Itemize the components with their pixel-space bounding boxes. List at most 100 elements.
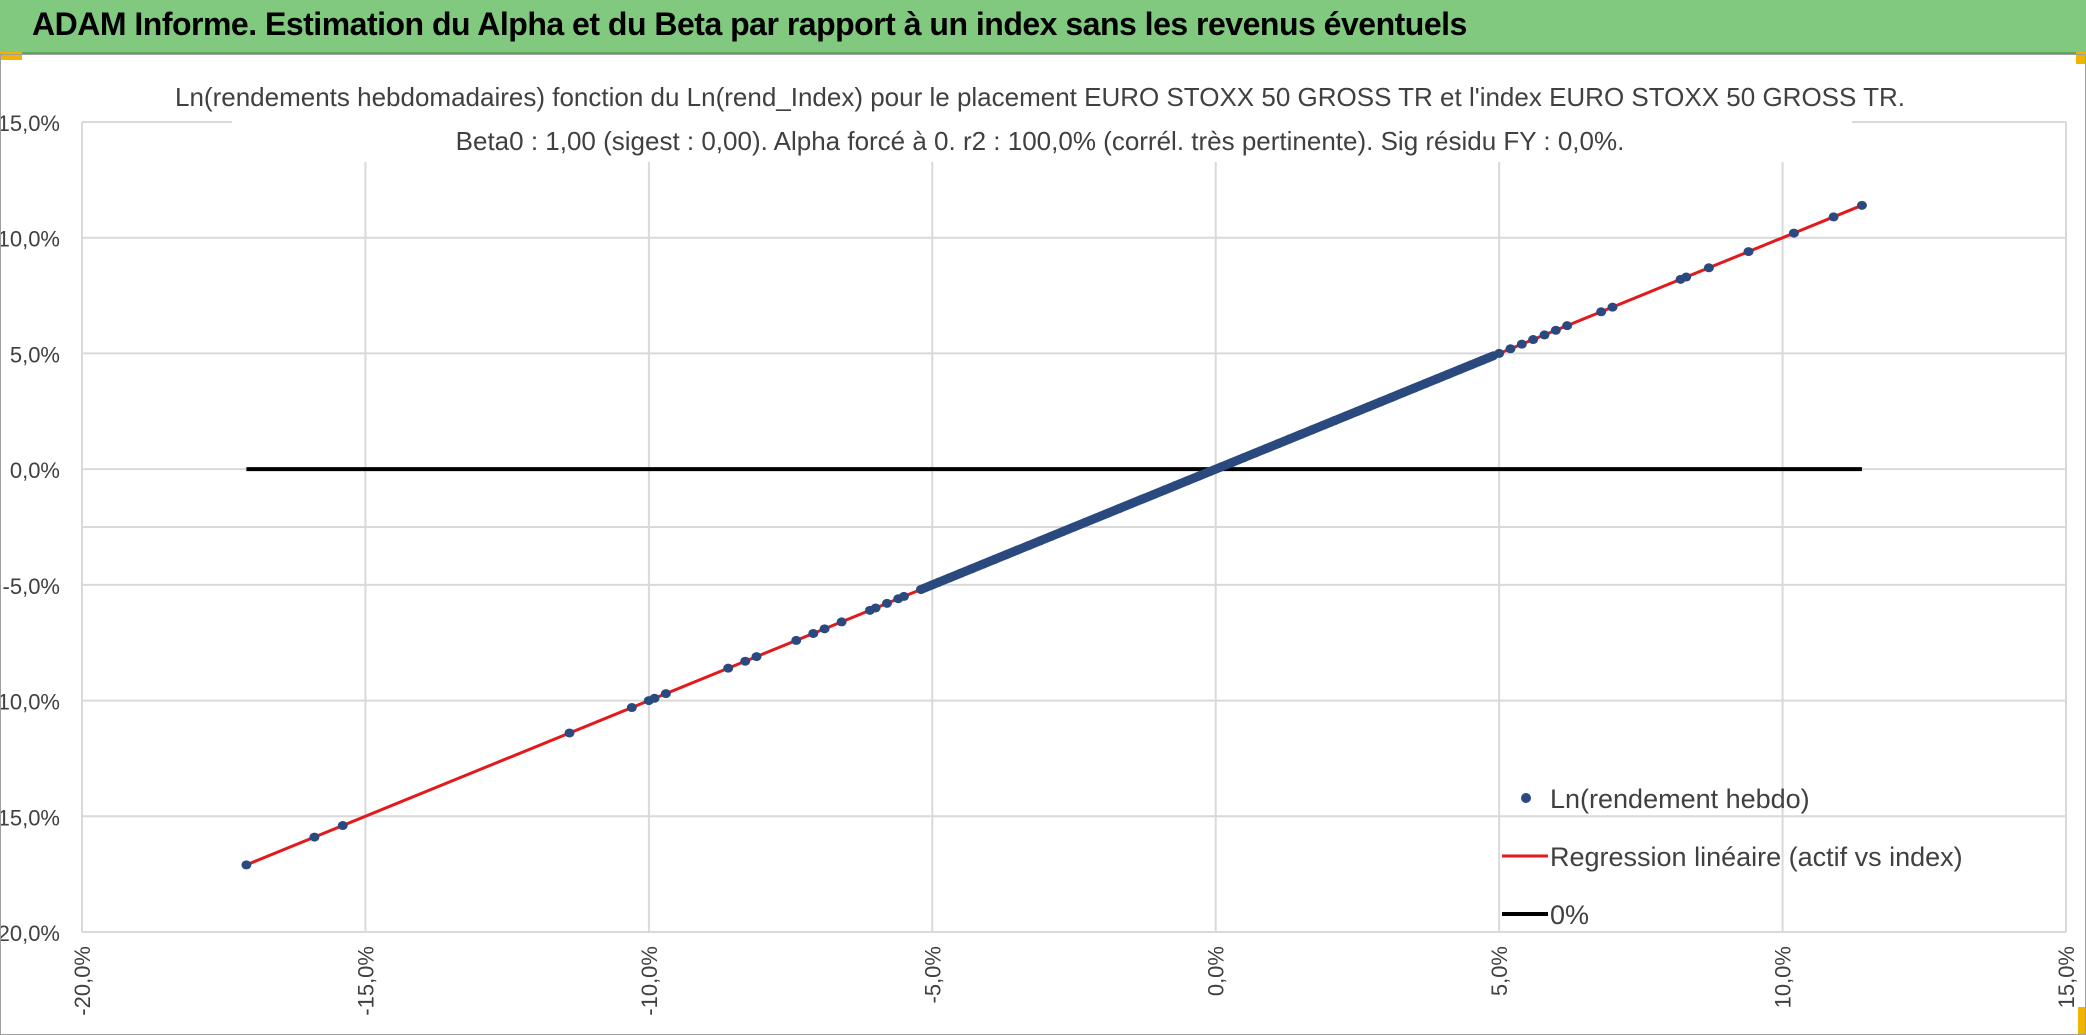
data-point [1046,531,1057,541]
data-point [649,693,660,703]
data-point [1091,513,1102,523]
data-point [1856,200,1867,210]
x-tick-label: 5,0% [1487,946,1512,996]
legend-label: Ln(rendement hebdo) [1550,784,1810,814]
data-point [1443,369,1454,379]
y-tick-label: -15,0% [0,805,60,830]
data-point [1216,462,1227,472]
legend-marker-points [1521,793,1531,803]
data-point [791,635,802,645]
data-point [1273,439,1284,449]
data-point [1103,508,1114,518]
chart-title-background [232,76,1852,162]
y-tick-label: 5,0% [10,342,60,367]
data-point [309,832,320,842]
data-point [1080,517,1091,527]
data-point [898,591,909,601]
data-point [1193,471,1204,481]
data-point [723,663,734,673]
data-point [740,656,751,666]
legend: Ln(rendement hebdo) Regression linéaire (… [1502,784,1963,930]
report-title: ADAM Informe. Estimation du Alpha et du … [32,6,1467,42]
data-point [1409,383,1420,393]
data-point [1386,392,1397,402]
data-point [1607,302,1618,312]
data-point [1057,527,1068,537]
x-tick-label: -5,0% [920,946,945,1003]
data-point [955,568,966,578]
report-header: ADAM Informe. Estimation du Alpha et du … [0,0,2086,54]
data-point [1550,325,1561,335]
corner-accent-bottom-right [2078,1007,2086,1035]
data-point [1363,402,1374,412]
y-tick-label: -5,0% [3,574,60,599]
data-point [978,559,989,569]
data-point [1069,522,1079,532]
data-point [1494,348,1505,358]
data-point [1023,541,1034,551]
scatter-chart: Ln(rendements hebdomadaires) fonction du… [0,76,2079,1016]
chart-title-line-1: Ln(rendements hebdomadaires) fonction du… [175,82,1905,112]
x-tick-label: -10,0% [637,946,662,1016]
data-point [1681,272,1692,282]
y-tick-label: -20,0% [0,921,60,946]
data-point [1505,344,1516,354]
data-point [819,624,830,634]
x-tick-label: 10,0% [1771,946,1796,1008]
data-point [836,617,847,627]
data-point [1743,247,1754,257]
x-tick-label: 0,0% [1204,946,1229,996]
data-point [989,554,1000,564]
data-point [1420,379,1431,389]
data-point [564,728,575,738]
data-point [1000,550,1011,560]
data-point [1596,307,1607,317]
corner-accent-left [0,52,22,60]
data-point [1250,448,1261,458]
y-tick-label: 0,0% [10,458,60,483]
data-point [1182,476,1193,486]
data-point [870,603,881,613]
data-point [1539,330,1550,340]
data-point [1137,494,1148,504]
y-tick-label: 10,0% [0,227,60,252]
plot-series [241,200,1867,870]
data-point [1352,406,1363,416]
data-point [944,573,955,583]
data-point [1261,443,1272,453]
data-point [1171,480,1182,490]
data-point [1788,228,1799,238]
data-point [1114,503,1125,513]
data-point [1375,397,1386,407]
data-point [808,628,819,638]
data-point [1227,457,1238,467]
x-tick-label: -15,0% [353,946,378,1016]
data-point [1284,434,1295,444]
data-point [1528,335,1539,345]
data-point [915,584,926,594]
y-tick-label: 15,0% [0,111,60,136]
data-point [1034,536,1045,546]
data-point [1125,499,1136,509]
data-point [1341,411,1352,421]
data-point [1012,545,1023,555]
x-axis-tick-labels: -20,0% -15,0% -10,0% -5,0% 0,0% 5,0% 10,0% 15,0… [70,946,2079,1016]
data-point [1159,485,1170,495]
data-point [1454,365,1465,375]
data-point [881,598,892,608]
data-point [966,564,977,574]
legend-label: Regression linéaire (actif vs index) [1550,842,1963,872]
data-point [751,652,762,662]
data-point [1239,453,1250,463]
data-point [1295,429,1306,439]
corner-accent-right [2076,52,2086,64]
data-point [1516,339,1527,349]
data-point [1465,360,1476,370]
data-point [1477,355,1488,365]
data-point [1703,263,1714,273]
data-point [1431,374,1442,384]
data-point [626,703,637,713]
data-point [932,578,943,588]
legend-label: 0% [1550,900,1589,930]
data-point [660,689,671,699]
